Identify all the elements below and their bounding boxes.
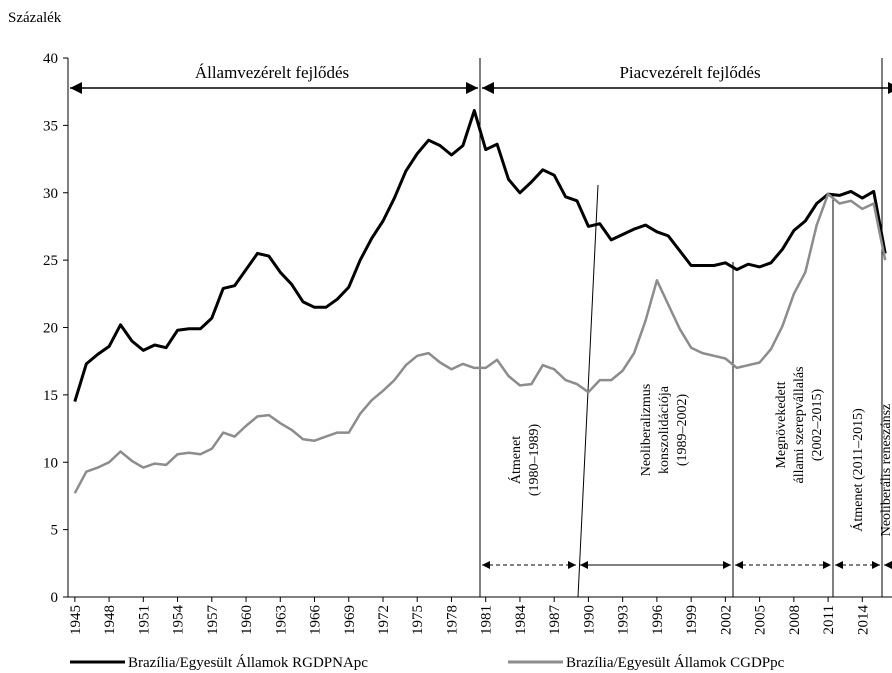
period-label: Neoliberális reneszánsz (879, 404, 892, 537)
x-tick-label: 2002 (718, 605, 734, 635)
legend-label: Brazília/Egyesült Államok RGDPNApc (128, 654, 368, 671)
x-tick-label: 1999 (684, 605, 700, 635)
period-label: állami szerepvállalás (792, 367, 807, 484)
x-tick-label: 1981 (479, 605, 495, 635)
era-label: Államvezérelt fejlődés (195, 63, 349, 82)
x-tick-label: 2008 (787, 605, 803, 635)
x-tick-label: 2014 (855, 605, 871, 636)
y-tick-label: 40 (43, 51, 58, 67)
y-tick-label: 5 (51, 523, 59, 539)
x-tick-label: 1969 (342, 605, 358, 635)
x-tick-label: 1954 (171, 605, 187, 636)
x-tick-label: 1972 (376, 605, 392, 635)
series-line (73, 192, 887, 494)
x-tick-label: 1993 (616, 605, 632, 635)
x-tick-label: 1957 (205, 605, 221, 636)
x-tick-label: 1963 (273, 605, 289, 635)
x-tick-label: 2011 (821, 605, 837, 634)
x-tick-label: 1945 (68, 605, 84, 635)
x-tick-label: 1966 (308, 605, 324, 636)
era-label: Piacvezérelt fejlődés (619, 63, 760, 82)
period-label: Átmenet (507, 436, 524, 484)
y-tick-label: 10 (43, 455, 58, 471)
x-tick-label: 1984 (513, 605, 529, 636)
x-tick-label: 1951 (136, 605, 152, 635)
period-label: (2002–2015) (810, 389, 825, 462)
x-tick-label: 1990 (581, 605, 597, 635)
y-tick-label: 25 (43, 253, 58, 269)
y-axis-title: Százalék (8, 10, 62, 26)
y-tick-label: 0 (51, 590, 59, 606)
period-label: konszolidációja (657, 385, 672, 474)
x-tick-label: 1948 (102, 605, 118, 635)
x-tick-label: 1996 (650, 605, 666, 636)
x-tick-label: 1987 (547, 605, 563, 636)
period-label: (1980–1989) (527, 424, 542, 497)
period-label: Neoliberalizmus (639, 384, 654, 477)
x-tick-label: 1960 (239, 605, 255, 635)
period-label: Megnövekedett (774, 381, 789, 468)
y-tick-label: 35 (43, 118, 58, 134)
y-tick-label: 30 (43, 186, 58, 202)
x-tick-label: 2005 (753, 605, 769, 635)
period-label: Átmenet (2011–2015) (849, 408, 866, 532)
series-line (73, 109, 887, 403)
y-tick-label: 20 (43, 321, 58, 337)
period-label: (1989–2002) (675, 394, 690, 467)
x-tick-label: 1978 (444, 605, 460, 635)
y-tick-label: 15 (43, 388, 58, 404)
legend-label: Brazília/Egyesült Államok CGDPpc (566, 654, 785, 671)
x-tick-label: 1975 (410, 605, 426, 635)
